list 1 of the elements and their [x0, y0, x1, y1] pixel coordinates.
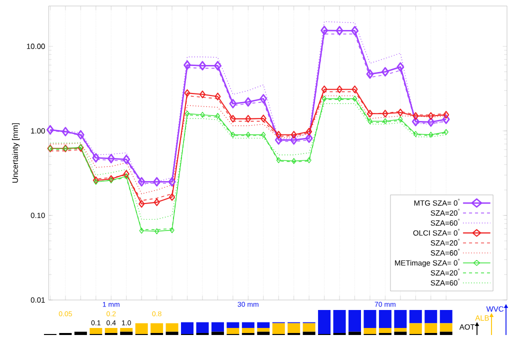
y-axis-title: Uncertainty [mm] — [12, 123, 20, 183]
